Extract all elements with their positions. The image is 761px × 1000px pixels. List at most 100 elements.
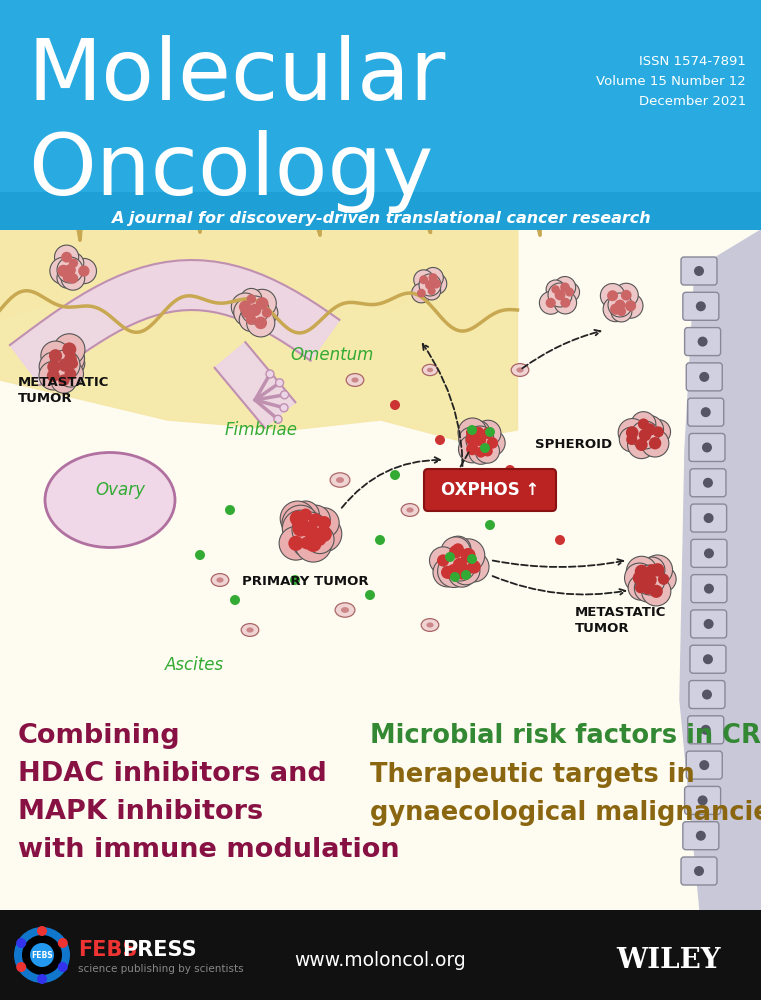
Circle shape xyxy=(441,566,454,579)
Circle shape xyxy=(445,536,471,562)
Circle shape xyxy=(626,426,638,439)
Circle shape xyxy=(467,560,481,574)
Circle shape xyxy=(485,520,495,530)
Circle shape xyxy=(461,570,471,580)
Circle shape xyxy=(469,440,493,464)
Circle shape xyxy=(30,943,54,967)
Circle shape xyxy=(419,274,441,296)
Ellipse shape xyxy=(421,619,439,631)
Circle shape xyxy=(437,554,449,567)
Text: Combining: Combining xyxy=(18,723,180,749)
Circle shape xyxy=(444,549,476,581)
FancyBboxPatch shape xyxy=(688,716,724,744)
FancyBboxPatch shape xyxy=(681,857,717,885)
Circle shape xyxy=(288,536,304,551)
Text: Ascites: Ascites xyxy=(165,656,224,674)
Ellipse shape xyxy=(401,504,419,516)
Circle shape xyxy=(275,379,284,387)
Ellipse shape xyxy=(241,624,259,636)
FancyBboxPatch shape xyxy=(691,539,727,567)
Circle shape xyxy=(480,443,490,453)
Circle shape xyxy=(39,361,68,390)
Circle shape xyxy=(643,423,656,436)
Circle shape xyxy=(306,516,342,552)
Circle shape xyxy=(635,565,648,578)
Circle shape xyxy=(658,574,669,585)
Circle shape xyxy=(475,420,501,446)
Ellipse shape xyxy=(346,374,364,386)
Circle shape xyxy=(231,293,259,321)
Circle shape xyxy=(626,434,637,445)
FancyBboxPatch shape xyxy=(686,363,722,391)
Circle shape xyxy=(485,427,495,437)
Circle shape xyxy=(61,267,84,290)
Text: Fimbriae: Fimbriae xyxy=(225,421,298,439)
FancyBboxPatch shape xyxy=(685,328,721,356)
FancyBboxPatch shape xyxy=(689,433,725,461)
Circle shape xyxy=(428,273,438,282)
Text: FEBS: FEBS xyxy=(31,950,53,960)
Circle shape xyxy=(611,301,632,322)
Circle shape xyxy=(72,258,97,284)
Circle shape xyxy=(292,529,321,557)
Circle shape xyxy=(467,554,477,564)
Circle shape xyxy=(282,510,319,547)
Ellipse shape xyxy=(500,493,520,507)
Text: Oncology: Oncology xyxy=(28,130,433,213)
Circle shape xyxy=(459,427,483,452)
Circle shape xyxy=(643,573,657,587)
Text: METASTATIC
TUMOR: METASTATIC TUMOR xyxy=(575,605,667,635)
Text: www.moloncol.org: www.moloncol.org xyxy=(295,950,466,970)
Circle shape xyxy=(274,415,282,423)
FancyBboxPatch shape xyxy=(685,786,721,814)
Circle shape xyxy=(37,974,47,984)
Circle shape xyxy=(600,284,625,308)
Ellipse shape xyxy=(330,473,350,487)
Circle shape xyxy=(431,279,441,289)
Circle shape xyxy=(546,280,565,299)
FancyBboxPatch shape xyxy=(691,504,727,532)
Circle shape xyxy=(280,501,315,536)
Text: METASTATIC
TUMOR: METASTATIC TUMOR xyxy=(18,375,110,404)
Circle shape xyxy=(59,358,72,372)
Circle shape xyxy=(47,360,61,373)
Text: Ovary: Ovary xyxy=(95,481,145,499)
Circle shape xyxy=(262,308,272,318)
Circle shape xyxy=(694,866,704,876)
Ellipse shape xyxy=(427,368,433,372)
Circle shape xyxy=(451,539,485,572)
Circle shape xyxy=(295,525,332,562)
Circle shape xyxy=(305,535,322,552)
Circle shape xyxy=(642,429,669,457)
Circle shape xyxy=(554,277,575,298)
Circle shape xyxy=(458,418,487,447)
Circle shape xyxy=(50,257,77,284)
Text: with immune modulation: with immune modulation xyxy=(18,837,400,863)
Circle shape xyxy=(295,528,326,558)
Circle shape xyxy=(632,571,646,585)
Circle shape xyxy=(699,372,709,382)
Circle shape xyxy=(452,543,464,555)
Circle shape xyxy=(419,275,428,284)
Circle shape xyxy=(476,447,486,458)
Text: science publishing by scientists: science publishing by scientists xyxy=(78,964,244,974)
Text: ISSN 1574-7891
Volume 15 Number 12
December 2021: ISSN 1574-7891 Volume 15 Number 12 Decem… xyxy=(597,55,746,108)
Circle shape xyxy=(317,516,331,530)
Circle shape xyxy=(57,267,78,288)
Polygon shape xyxy=(680,230,761,910)
Circle shape xyxy=(616,307,626,316)
Circle shape xyxy=(57,257,83,283)
Circle shape xyxy=(309,513,322,527)
Circle shape xyxy=(256,302,278,324)
Circle shape xyxy=(649,437,661,449)
Circle shape xyxy=(615,300,626,310)
Circle shape xyxy=(16,962,26,972)
Circle shape xyxy=(53,334,85,365)
Circle shape xyxy=(292,501,320,528)
Circle shape xyxy=(417,289,425,297)
Circle shape xyxy=(614,283,638,307)
Circle shape xyxy=(390,470,400,480)
Circle shape xyxy=(281,391,288,399)
Circle shape xyxy=(301,537,314,549)
Ellipse shape xyxy=(422,364,438,376)
